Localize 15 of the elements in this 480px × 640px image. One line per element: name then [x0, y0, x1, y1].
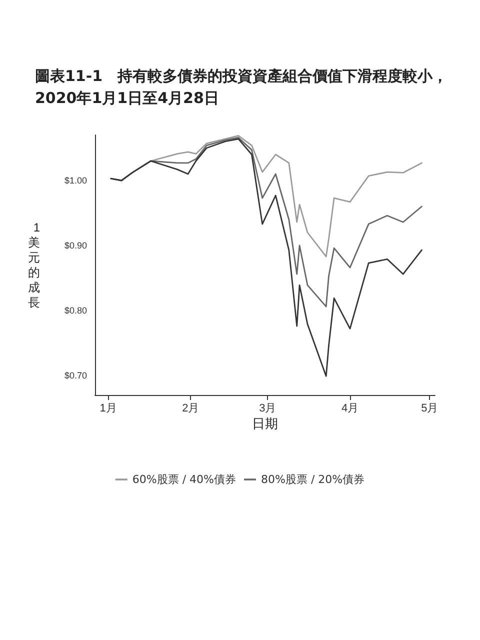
x-tick-label: 2月	[182, 402, 200, 414]
x-tick-label: 5月	[421, 402, 438, 414]
y-tick-label: $0.70	[64, 370, 87, 380]
x-axis-title: 日期	[252, 416, 278, 431]
x-tick-label: 3月	[259, 402, 276, 414]
y-tick-label: $1.00	[64, 176, 87, 186]
legend-label: 80%股票 / 20%債券	[261, 473, 365, 486]
x-tick-label: 1月	[100, 402, 117, 414]
chart-title: 圖表11-1 持有較多債券的投資資產組合價值下滑程度較小，2020年1月1日至4月28日	[35, 67, 448, 107]
legend-label: 60%股票 / 40%債券	[132, 473, 236, 486]
y-axis-title: 1美元的成長	[28, 220, 40, 310]
y-tick-label: $0.90	[64, 240, 87, 250]
y-tick-label: $0.80	[64, 306, 87, 316]
line-series	[110, 138, 422, 377]
x-tick-label: 4月	[341, 402, 359, 414]
